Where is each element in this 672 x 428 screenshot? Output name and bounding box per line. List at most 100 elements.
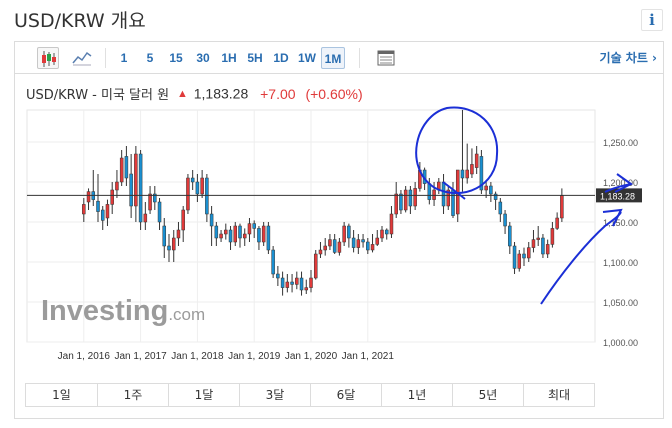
candle-body (403, 189, 408, 211)
candle-body (110, 189, 114, 205)
candle-body (214, 225, 219, 239)
table-icon[interactable] (375, 47, 397, 69)
range-max[interactable]: 최대 (547, 388, 571, 402)
candle-body (266, 225, 271, 251)
y-tick-label: 1,200.00 (603, 178, 638, 188)
candle-body (129, 173, 133, 207)
candle-body (167, 245, 171, 251)
x-tick-label: Jan 1, 2018 (171, 351, 224, 362)
candle-body (119, 157, 124, 183)
y-tick-label: 1,250.00 (603, 138, 638, 148)
candle-body (555, 217, 559, 229)
price-chart[interactable]: 1,250.00 1,200.00 1,150.00 1,100.00 1,050.00… (15, 104, 663, 378)
candle-body (318, 249, 323, 255)
candle-body (394, 193, 398, 215)
candle-body (313, 253, 318, 279)
candle-body (493, 193, 498, 200)
info-icon[interactable]: i (641, 9, 663, 31)
timeframe-30[interactable]: 30 (196, 51, 210, 65)
candle-body (517, 253, 522, 269)
candle-body (148, 193, 152, 211)
timeframe-1h[interactable]: 1H (221, 51, 237, 65)
candle-body (134, 153, 138, 207)
range-6m[interactable]: 6달 (311, 384, 382, 406)
line-chart-icon[interactable] (71, 47, 93, 69)
annotation-circle (415, 106, 499, 195)
timeframe-5h[interactable]: 5H (247, 51, 263, 65)
candle-body (171, 237, 176, 251)
timeframe-5[interactable]: 5 (146, 51, 154, 65)
x-tick-label: Jan 1, 2020 (285, 351, 338, 362)
candle-body (498, 201, 503, 215)
candle-body (96, 200, 100, 212)
price-change: +7.00 (260, 85, 296, 102)
candle-body (351, 237, 356, 248)
annotation-arrow-head-2 (614, 173, 633, 193)
candle-body (489, 185, 493, 195)
candlestick-icon[interactable] (37, 47, 59, 69)
candle-body (157, 201, 162, 223)
candle-body (366, 241, 370, 251)
candle-body (356, 239, 361, 248)
timeframe-1m[interactable]: 1M (321, 47, 345, 69)
range-1m[interactable]: 1달 (169, 384, 240, 406)
candle-body (328, 239, 332, 247)
candle-body (247, 223, 252, 235)
candle-body (115, 181, 119, 191)
candle-body (190, 177, 195, 183)
x-tick-label: Jan 1, 2016 (58, 351, 111, 362)
candle-body (347, 225, 351, 239)
timeframe-15[interactable]: 15 (169, 51, 183, 65)
candle-body (261, 225, 266, 243)
y-tick-label: 1,050.00 (603, 298, 638, 308)
candle-body (280, 277, 285, 288)
candle-body (361, 239, 365, 243)
technical-chart-link[interactable]: 기술 차트 › (599, 51, 657, 65)
candle-body (337, 241, 342, 253)
y-tick-label: 1,000.00 (603, 338, 638, 348)
candle-body (484, 185, 488, 191)
range-3m[interactable]: 3달 (240, 384, 311, 406)
candle-body (370, 244, 375, 251)
range-selector: 1일 1주 1달 3달 6달 1년 5년 최대 (25, 383, 595, 407)
candle-body (224, 229, 228, 235)
candle-body (526, 247, 531, 259)
candle-body (105, 204, 110, 219)
candle-body (86, 191, 91, 203)
toolbar-separator (105, 48, 106, 68)
candle-body (541, 237, 545, 255)
range-1d[interactable]: 1일 (26, 384, 98, 406)
x-tick-label: Jan 1, 2019 (228, 351, 281, 362)
candle-body (176, 229, 181, 239)
candle-body (195, 181, 200, 195)
candle-body (209, 213, 214, 227)
x-tick-label: Jan 1, 2017 (114, 351, 167, 362)
candle-body (124, 156, 129, 179)
candle-body (522, 253, 526, 259)
range-5y[interactable]: 5년 (453, 384, 524, 406)
timeframe-1w[interactable]: 1W (298, 51, 316, 65)
candle-body (100, 209, 105, 221)
candle-body (304, 287, 309, 291)
timeframe-1d[interactable]: 1D (273, 51, 289, 65)
watermark-suffix: .com (168, 305, 205, 324)
x-tick-label: Jan 1, 2021 (342, 351, 395, 362)
range-1w[interactable]: 1주 (98, 384, 169, 406)
range-1y[interactable]: 1년 (382, 384, 453, 406)
instrument-name: USD/KRW - 미국 달러 원 (26, 88, 170, 103)
price-change-percent: (+0.60%) (305, 85, 363, 102)
candle-body (470, 164, 474, 175)
candle-body (276, 273, 280, 279)
investing-watermark: Investing.com (41, 295, 205, 327)
candle-body (427, 183, 432, 200)
candle-body (82, 204, 86, 215)
current-price-label: 1,183.28 (600, 191, 635, 201)
candle-body (380, 229, 384, 239)
candle-body (545, 244, 550, 255)
candle-body (257, 228, 261, 243)
last-price: 1,183.28 (193, 85, 249, 102)
up-arrow-icon: ▲ (176, 87, 188, 100)
y-tick-label: 1,150.00 (603, 218, 638, 228)
timeframe-1[interactable]: 1 (120, 51, 128, 65)
candle-body (186, 177, 190, 211)
